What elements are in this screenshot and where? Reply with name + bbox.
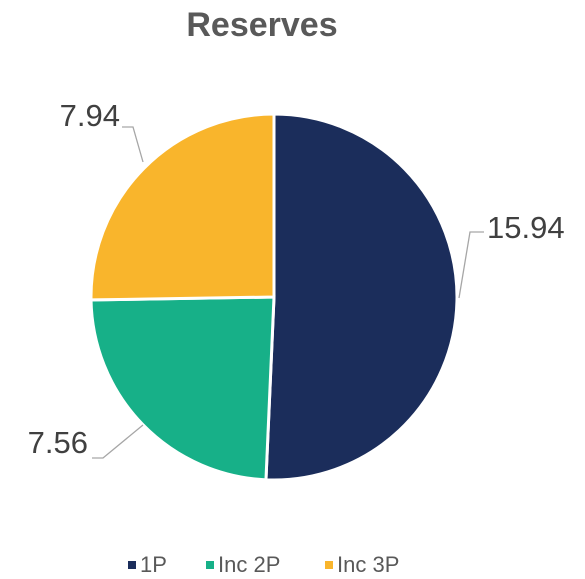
leader-line xyxy=(122,126,144,163)
legend-label: Inc 2P xyxy=(218,552,280,577)
leader-line xyxy=(458,231,484,299)
legend-label: 1P xyxy=(140,552,167,577)
chart-title: Reserves xyxy=(186,6,337,44)
data-label: 15.94 xyxy=(487,210,565,245)
leader-line xyxy=(92,424,144,459)
data-label: 7.94 xyxy=(60,98,120,133)
pie-slice xyxy=(264,112,459,482)
legend-swatch xyxy=(206,561,214,569)
legend-label: Inc 3P xyxy=(337,552,399,577)
data-label: 7.56 xyxy=(28,425,88,460)
legend-swatch xyxy=(325,561,333,569)
pie-slice xyxy=(89,112,276,302)
pie-slice xyxy=(89,295,276,482)
legend-swatch xyxy=(128,561,136,569)
